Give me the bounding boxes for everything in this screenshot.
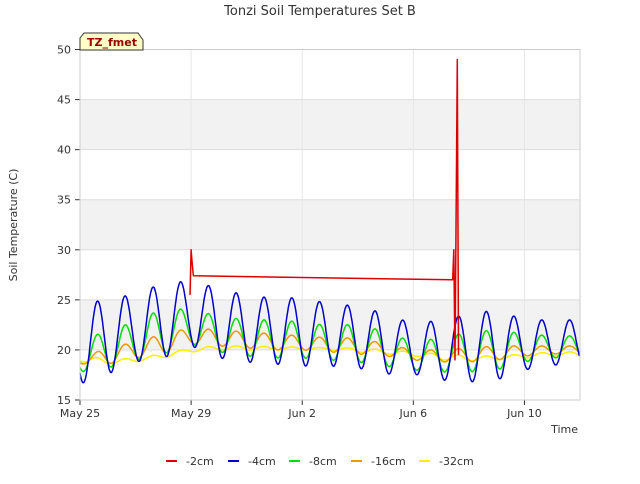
y-tick-label: 15 <box>57 394 71 407</box>
chart-title: Tonzi Soil Temperatures Set B <box>223 4 416 19</box>
x-tick-label: May 29 <box>171 407 211 420</box>
y-tick-label: 45 <box>57 94 71 107</box>
plot-band <box>80 99 580 150</box>
x-axis-label: Time <box>550 423 578 436</box>
station-badge: TZ_fmet <box>79 32 144 51</box>
plot-band <box>80 149 580 200</box>
y-tick-label: 25 <box>57 294 71 307</box>
x-tick-label: Jun 6 <box>398 407 427 420</box>
y-tick-label: 50 <box>57 44 71 57</box>
y-tick-label: 40 <box>57 144 71 157</box>
y-axis-ticks: 15 20 25 30 35 40 45 50 <box>57 44 80 407</box>
y-axis-label: Soil Temperature (C) <box>7 169 20 282</box>
x-axis-ticks: May 25 May 29 Jun 2 Jun 6 Jun 10 <box>60 400 542 420</box>
legend-label: -2cm <box>186 455 214 468</box>
series-line <box>189 58 460 361</box>
plot-band <box>80 199 580 250</box>
plot-band <box>80 249 580 300</box>
plot-background <box>80 49 580 400</box>
x-tick-label: Jun 2 <box>287 407 316 420</box>
station-badge-label: TZ_fmet <box>87 36 137 49</box>
legend-label: -32cm <box>439 455 474 468</box>
plot-band <box>80 49 580 100</box>
legend-label: -16cm <box>371 455 406 468</box>
y-tick-label: 20 <box>57 344 71 357</box>
station-badge-box <box>79 32 144 51</box>
legend-label: -8cm <box>309 455 337 468</box>
plot-border <box>79 49 581 401</box>
plot-band <box>80 299 580 350</box>
legend: -2cm -4cm -8cm -16cm -32cm <box>166 455 474 468</box>
series-lines <box>79 58 581 384</box>
y-tick-label: 35 <box>57 194 71 207</box>
x-tick-label: Jun 10 <box>506 407 542 420</box>
series-line <box>79 281 581 384</box>
legend-label: -4cm <box>248 455 276 468</box>
series-line <box>79 328 580 365</box>
x-tick-label: May 25 <box>60 407 100 420</box>
y-tick-label: 30 <box>57 244 71 257</box>
